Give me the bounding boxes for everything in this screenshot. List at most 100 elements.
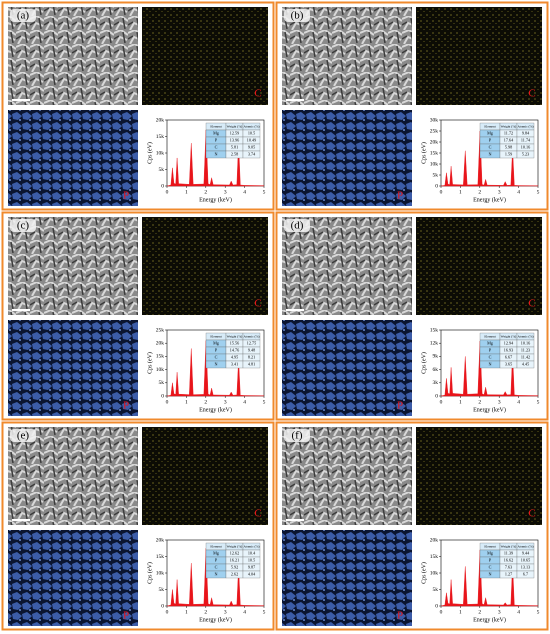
panel-label: (a) [17,10,30,22]
table-text: 12.94 [504,340,514,345]
x-axis-label: Energy (keV) [473,196,506,203]
panel-border [1,211,275,421]
x-tick-label: 3 [224,189,227,195]
table-text: 3.65 [505,361,512,366]
table-text: N [214,151,217,156]
table-text: Mg [487,340,494,345]
table-text: C [489,354,492,359]
x-tick-label: 4 [517,189,520,195]
x-tick-label: 5 [263,399,266,405]
c-map [416,7,542,105]
table-text: 5.23 [522,151,529,156]
scale-bar [286,99,304,101]
y-tick-label: 20k [156,340,165,346]
table-text: C [489,144,492,149]
x-tick-label: 4 [243,399,246,405]
spectrum-area [166,129,265,187]
label-box [284,219,310,232]
table-text: 9.84 [522,130,530,135]
table-text: N [488,151,491,156]
table-text: 10.5 [248,130,255,135]
spectrum-area [166,548,265,607]
y-tick-label: 5k [159,380,165,386]
table-header-text: Weight (%) [227,544,243,548]
sem-image [282,7,412,105]
table-text: 16.62 [504,557,513,562]
x-tick-label: 0 [166,189,169,195]
table-cell [516,570,535,579]
table-header-text: Weight (%) [501,544,517,548]
x-tick-label: 2 [204,609,207,615]
y-tick-label: 5k [159,167,165,173]
table-text: N [488,571,491,576]
y-tick-label: 5k [433,172,439,178]
table-text: 9.87 [248,564,255,569]
y-tick-label: 30k [430,117,439,123]
x-tick-label: 5 [537,189,540,195]
table-text: 16.21 [230,557,239,562]
sem-image [282,427,412,525]
table-text: 5.92 [231,564,238,569]
table-text: 12.62 [230,550,239,555]
y-tick-label: 15k [156,134,165,140]
table-text: 10.4 [248,550,256,555]
table-text: 2.58 [231,151,238,156]
table-text: 1.59 [505,151,512,156]
y-tick-label: 10k [156,367,165,373]
x-tick-label: 1 [185,399,188,405]
scale-bar [286,519,304,521]
c-map-label: C [254,508,261,520]
table-text: 5.98 [505,144,512,149]
c-map [142,427,268,525]
y-tick-label: 5k [433,587,439,593]
c-map [142,7,268,105]
p-map-label: P [123,610,129,622]
x-tick-label: 3 [498,609,501,615]
y-axis-label: Cps (eV) [420,352,427,374]
table-cell [516,360,535,369]
y-axis-label: Cps (eV) [146,562,153,584]
x-tick-label: 3 [498,189,501,195]
table-text: P [489,137,492,142]
table-header-text: Atomic (%) [243,544,259,548]
table-text: C [215,564,218,569]
table-text: N [214,361,217,366]
table-text: C [215,354,218,359]
table-text: 11.39 [504,550,513,555]
table-text: 8.21 [248,354,255,359]
c-map-label: C [254,298,261,310]
table-cell [242,360,261,369]
table-text: 4.45 [522,361,529,366]
y-tick-label: 15k [156,554,165,560]
table-cell [242,570,261,579]
table-text: 7.63 [505,564,512,569]
y-tick-label: 6k [433,367,439,373]
table-text: Mg [487,550,494,555]
x-tick-label: 5 [263,609,266,615]
table-text: Mg [213,130,220,135]
table-text: 11.74 [521,137,531,142]
x-tick-label: 2 [204,399,207,405]
y-tick-label: 10k [430,161,439,167]
y-axis-label: Cps (eV) [420,562,427,584]
table-text: C [489,564,492,569]
y-axis-label: Cps (eV) [420,142,427,164]
panel-label: (d) [291,220,304,232]
table-text: P [489,557,492,562]
table-text: 10.65 [521,557,530,562]
x-tick-label: 4 [517,399,520,405]
table-text: 4.04 [248,571,256,576]
sem-image [8,217,138,315]
table-cell [516,150,535,159]
c-map-label: C [528,298,535,310]
x-tick-label: 1 [185,609,188,615]
panel-label: (b) [291,10,304,22]
x-tick-label: 3 [224,399,227,405]
scale-bar [286,309,304,311]
c-map [416,217,542,315]
x-tick-label: 2 [204,189,207,195]
spectrum-area [440,549,539,607]
label-box [284,9,310,22]
y-tick-label: 20k [156,117,165,123]
